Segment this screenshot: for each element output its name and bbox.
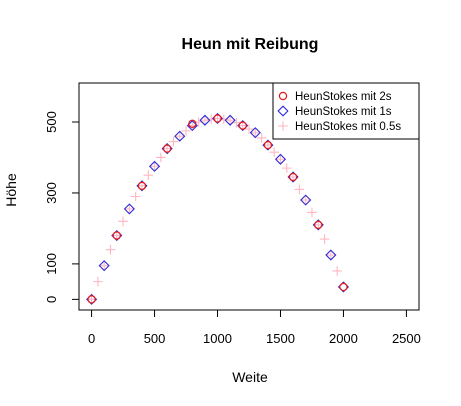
data-point-diamond — [224, 114, 236, 126]
data-point-plus — [130, 191, 141, 202]
y-tick-label: 300 — [44, 182, 59, 204]
data-point-circle — [314, 220, 323, 230]
data-point-plus — [275, 154, 286, 165]
data-point-plus — [231, 117, 242, 128]
data-point-plus — [250, 127, 261, 138]
data-point-diamond — [123, 203, 135, 215]
y-tick-label: 0 — [44, 296, 59, 303]
data-point-plus — [300, 195, 311, 205]
data-point-diamond — [148, 160, 161, 172]
legend-marker-circle — [278, 91, 288, 101]
legend: HeunStokes mit 2s HeunStokes mit 1s HeunSt… — [272, 82, 420, 140]
data-point-plus — [225, 115, 235, 126]
data-point-plus — [93, 276, 103, 287]
data-point-diamond — [274, 153, 287, 165]
data-point-plus — [269, 147, 279, 157]
legend-marker-diamond — [277, 105, 289, 117]
legend-label: HeunStokes mit 1s — [295, 106, 392, 118]
data-point-plus — [181, 126, 191, 136]
data-point-plus — [319, 234, 330, 244]
data-point-diamond — [98, 260, 110, 272]
y-axis: 0 100 300 500 — [44, 111, 80, 303]
x-axis-label: Weite — [232, 369, 268, 385]
data-point-plus — [307, 207, 317, 218]
data-point-circle — [213, 114, 222, 123]
data-point-circle — [263, 140, 273, 150]
data-point-plus — [332, 266, 342, 276]
data-point-plus — [156, 152, 166, 163]
data-point-plus — [294, 184, 305, 195]
data-point-diamond — [199, 114, 211, 126]
data-point-plus — [99, 260, 109, 271]
data-point-plus — [149, 161, 160, 172]
x-tick-label: 2000 — [329, 331, 358, 346]
x-tick-label: 1000 — [203, 331, 232, 346]
legend-marker-plus — [278, 121, 288, 131]
data-point-diamond — [300, 194, 312, 206]
data-point-plus — [326, 250, 336, 260]
data-point-plus — [174, 131, 185, 142]
data-point-diamond — [325, 249, 337, 261]
data-point-plus — [281, 163, 292, 173]
x-tick-label: 1500 — [266, 331, 295, 346]
data-point-circle — [188, 119, 197, 128]
data-points — [86, 112, 350, 305]
data-point-plus — [105, 244, 116, 255]
data-point-diamond — [249, 127, 261, 139]
x-tick-label: 500 — [144, 331, 166, 346]
data-point-plus — [200, 115, 210, 126]
data-point-circle — [87, 295, 96, 304]
data-point-circle — [162, 144, 172, 153]
data-point-diamond — [174, 130, 186, 142]
x-axis: 0 500 1000 1500 2000 2500 — [88, 309, 421, 346]
legend-label: HeunStokes mit 0.5s — [295, 121, 401, 133]
legend-box — [272, 82, 420, 140]
data-point-circle — [339, 282, 348, 292]
y-axis-label: Höhe — [3, 173, 19, 207]
chart-title: Heun mit Reibung — [182, 36, 319, 53]
data-point-circle — [288, 172, 298, 182]
data-point-circle — [238, 121, 247, 130]
data-point-plus — [168, 136, 179, 147]
data-point-plus — [124, 204, 135, 214]
y-tick-label: 500 — [44, 111, 59, 133]
data-point-circle — [112, 231, 121, 240]
y-tick-label: 100 — [44, 253, 59, 275]
data-point-plus — [118, 216, 128, 227]
data-point-plus — [143, 170, 154, 181]
x-tick-label: 0 — [88, 331, 95, 346]
legend-label: HeunStokes mit 2s — [295, 91, 392, 103]
data-point-circle — [137, 181, 147, 191]
data-point-plus — [244, 124, 254, 134]
data-point-plus — [256, 133, 267, 143]
x-tick-label: 2500 — [392, 331, 421, 346]
